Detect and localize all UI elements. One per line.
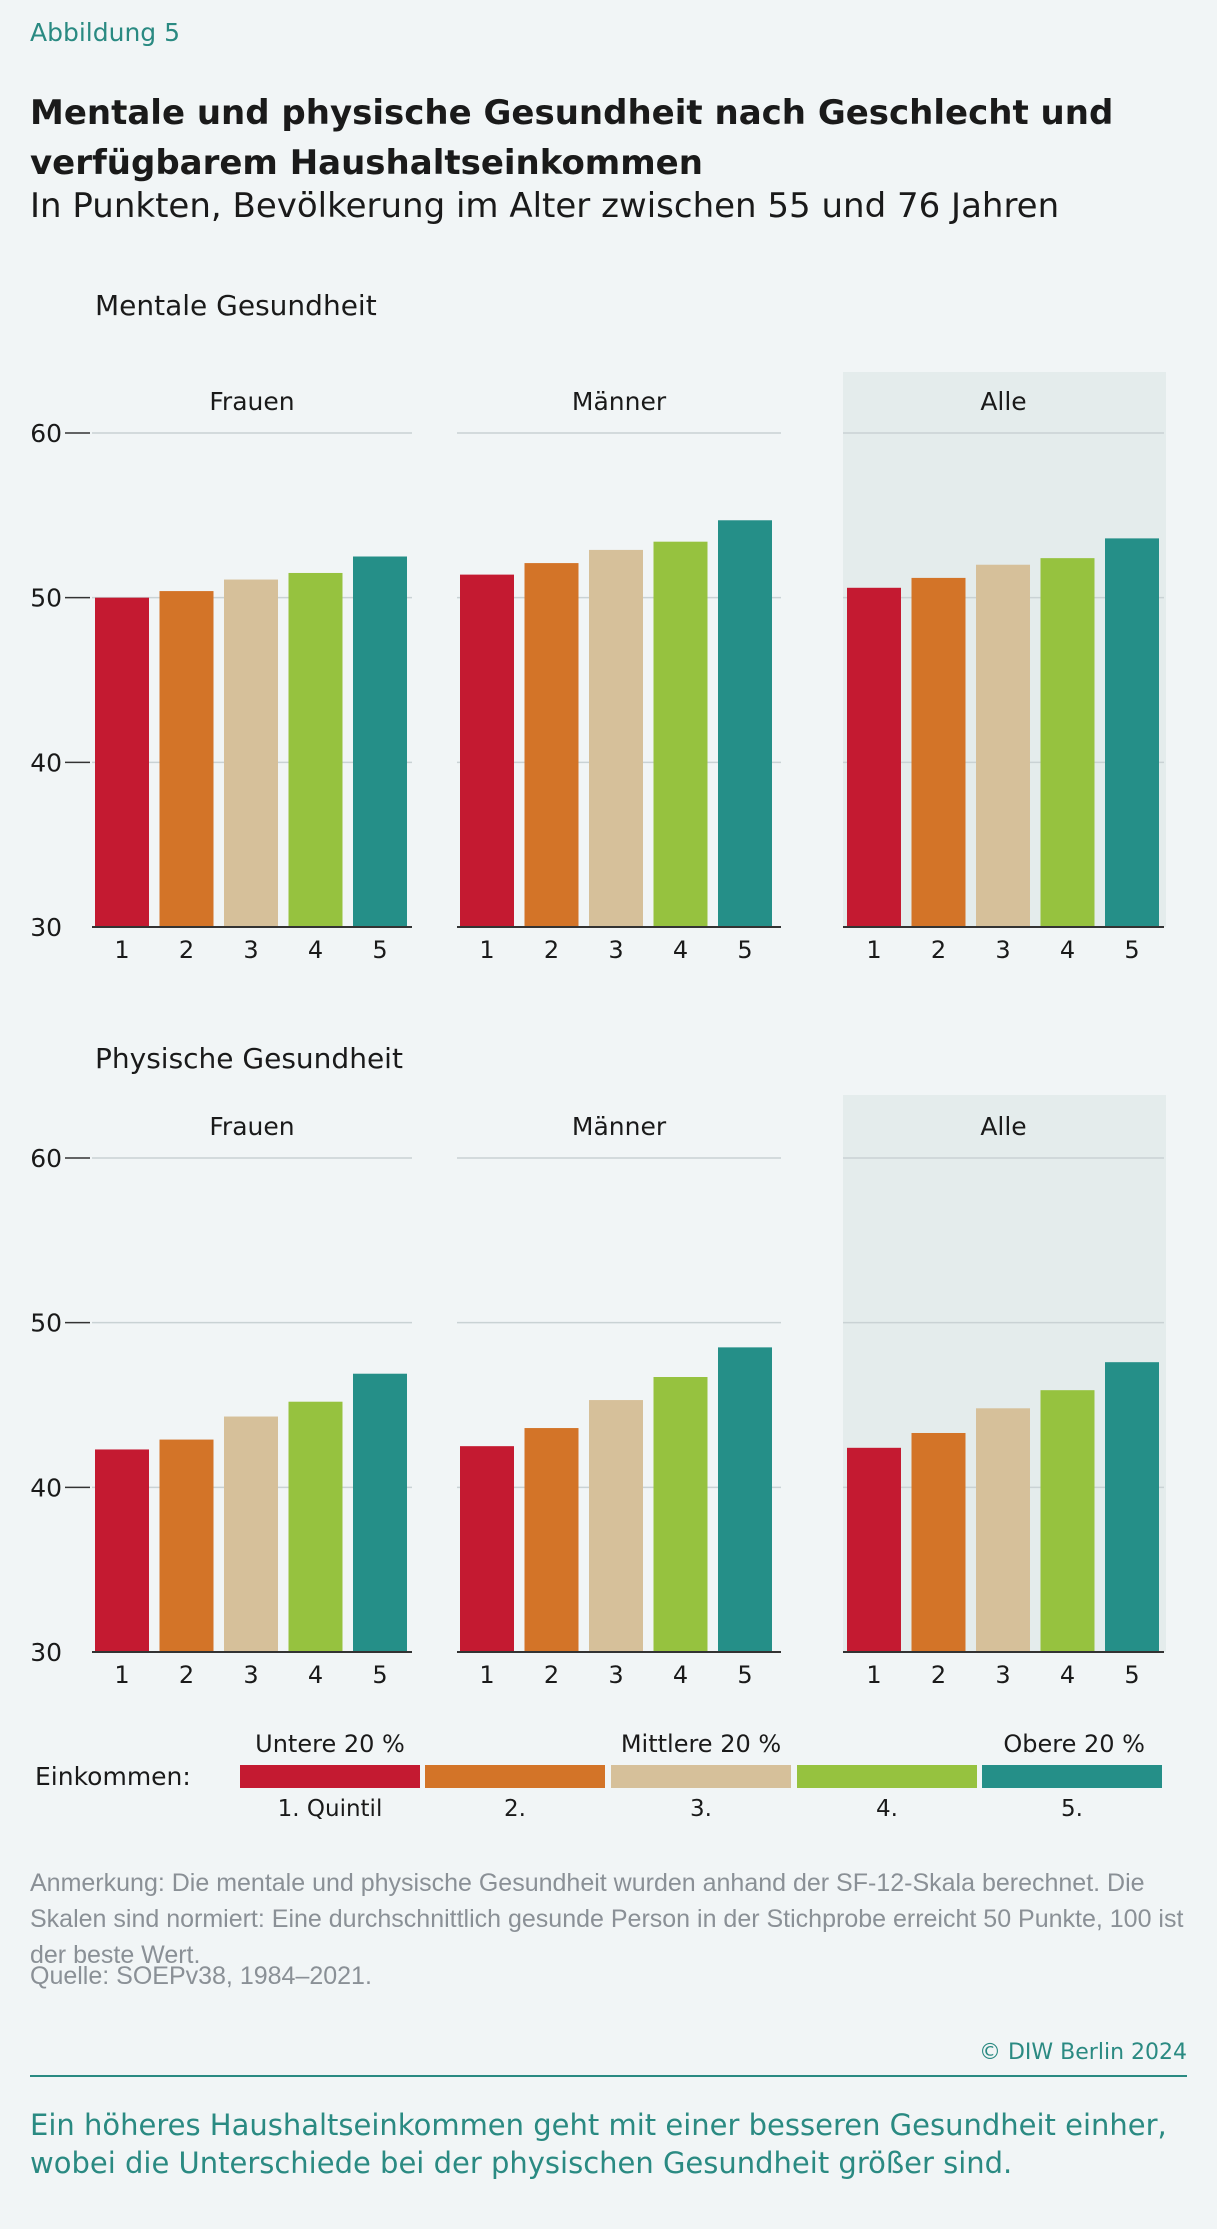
bar-frauen-q3 [224,1416,278,1652]
legend-quintil-label: 1. Quintil [278,1796,383,1822]
legend-label: Einkommen: [35,1762,191,1791]
bar-alle-q2 [911,577,966,927]
x-tick-label: 4 [1060,1661,1075,1689]
footnote: Anmerkung: Die mentale und physische Ges… [30,1869,1184,1969]
divider [30,2075,1187,2077]
bar-alle-q4 [1040,558,1095,927]
bar-frauen-q1 [95,597,149,927]
bar-alle-q2 [911,1432,966,1652]
bar-alle-q5 [1105,1362,1159,1652]
x-tick-label: 4 [673,936,688,964]
legend-swatch-q1 [240,1765,420,1788]
legend-quintil-label: 2. [504,1796,526,1822]
x-tick-label: 2 [931,1661,946,1689]
legend-quintil-label: 3. [690,1796,712,1822]
bar-frauen-q5 [353,1373,407,1652]
bar-männer-q5 [718,520,772,927]
x-tick-label: 3 [608,1661,623,1689]
bar-männer-q4 [653,1377,708,1652]
x-tick-label: 5 [737,936,752,964]
y-tick-label: 60 [30,1144,62,1173]
bar-frauen-q5 [353,556,407,927]
x-tick-label: 3 [995,936,1010,964]
x-tick-label: 1 [114,936,129,964]
source-note: Quelle: SOEPv38, 1984–2021. [30,1962,372,1990]
conclusion-text: Ein höheres Haushaltseinkommen geht mit … [30,2108,1167,2180]
bar-alle-q4 [1040,1390,1095,1652]
bar-männer-q2 [524,563,579,927]
legend-quintil-label: 4. [876,1796,898,1822]
x-tick-label: 3 [243,1661,258,1689]
bar-alle-q1 [847,1447,901,1652]
legend-top-label: Mittlere 20 % [621,1730,781,1758]
x-tick-label: 2 [544,936,559,964]
x-tick-label: 4 [308,936,323,964]
y-tick-label: 50 [30,584,62,613]
figure-label: Abbildung 5 [30,18,181,47]
x-tick-label: 4 [308,1661,323,1689]
y-tick-label: 50 [30,1309,62,1338]
bar-frauen-q3 [224,579,278,927]
bar-männer-q3 [589,1400,643,1652]
panel-header-frauen: Frauen [209,387,294,416]
bar-männer-q5 [718,1347,772,1652]
panel-header-alle: Alle [980,1112,1026,1141]
panel-header-frauen: Frauen [209,1112,294,1141]
y-tick-label: 40 [30,1473,62,1502]
x-tick-label: 5 [1124,936,1139,964]
bar-alle-q3 [976,1408,1030,1652]
legend-swatch-q4 [797,1765,977,1788]
bar-frauen-q4 [288,572,343,927]
panel-header-männer: Männer [572,1112,667,1141]
panel-header-männer: Männer [572,387,667,416]
x-tick-label: 5 [372,936,387,964]
bar-männer-q4 [653,541,708,927]
x-tick-label: 1 [114,1661,129,1689]
x-tick-label: 1 [866,936,881,964]
x-tick-label: 1 [866,1661,881,1689]
y-tick-label: 30 [30,1638,62,1667]
legend-swatch-q2 [425,1765,605,1788]
x-tick-label: 1 [479,1661,494,1689]
bar-frauen-q2 [159,591,214,927]
x-tick-label: 5 [737,1661,752,1689]
bar-frauen-q1 [95,1449,149,1652]
bar-männer-q3 [589,549,643,927]
bar-frauen-q4 [288,1401,343,1652]
x-tick-label: 4 [1060,936,1075,964]
x-tick-label: 3 [995,1661,1010,1689]
y-tick-label: 30 [30,913,62,942]
subchart-title: Physische Gesundheit [95,1042,403,1075]
x-tick-label: 5 [1124,1661,1139,1689]
x-tick-label: 2 [544,1661,559,1689]
bar-alle-q3 [976,564,1030,927]
x-tick-label: 3 [608,936,623,964]
x-tick-label: 3 [243,936,258,964]
chart-subtitle: In Punkten, Bevölkerung im Alter zwische… [30,186,1060,226]
panel-header-alle: Alle [980,387,1026,416]
legend-swatch-q5 [982,1765,1162,1788]
x-tick-label: 4 [673,1661,688,1689]
legend-quintil-label: 5. [1061,1796,1083,1822]
x-tick-label: 2 [179,1661,194,1689]
charts-canvas: Mentale Gesundheit 30 40 50 60 Frauen 1 2 3 4 5 Män… [30,289,1166,1822]
x-tick-label: 5 [372,1661,387,1689]
bar-männer-q2 [524,1428,579,1652]
subchart-title: Mentale Gesundheit [95,289,377,322]
bar-alle-q5 [1105,538,1159,927]
legend-swatch-q3 [611,1765,791,1788]
x-tick-label: 2 [179,936,194,964]
chart-title: Mentale und physische Gesundheit nach Ge… [30,93,1114,183]
y-tick-label: 60 [30,419,62,448]
bar-frauen-q2 [159,1439,214,1652]
bar-männer-q1 [460,1446,514,1652]
legend-top-label: Untere 20 % [255,1730,405,1758]
copyright: © DIW Berlin 2024 [979,2040,1187,2065]
y-tick-label: 40 [30,748,62,777]
x-tick-label: 1 [479,936,494,964]
bar-männer-q1 [460,574,514,927]
legend-top-label: Obere 20 % [1003,1730,1145,1758]
bar-alle-q1 [847,587,901,927]
x-tick-label: 2 [931,936,946,964]
